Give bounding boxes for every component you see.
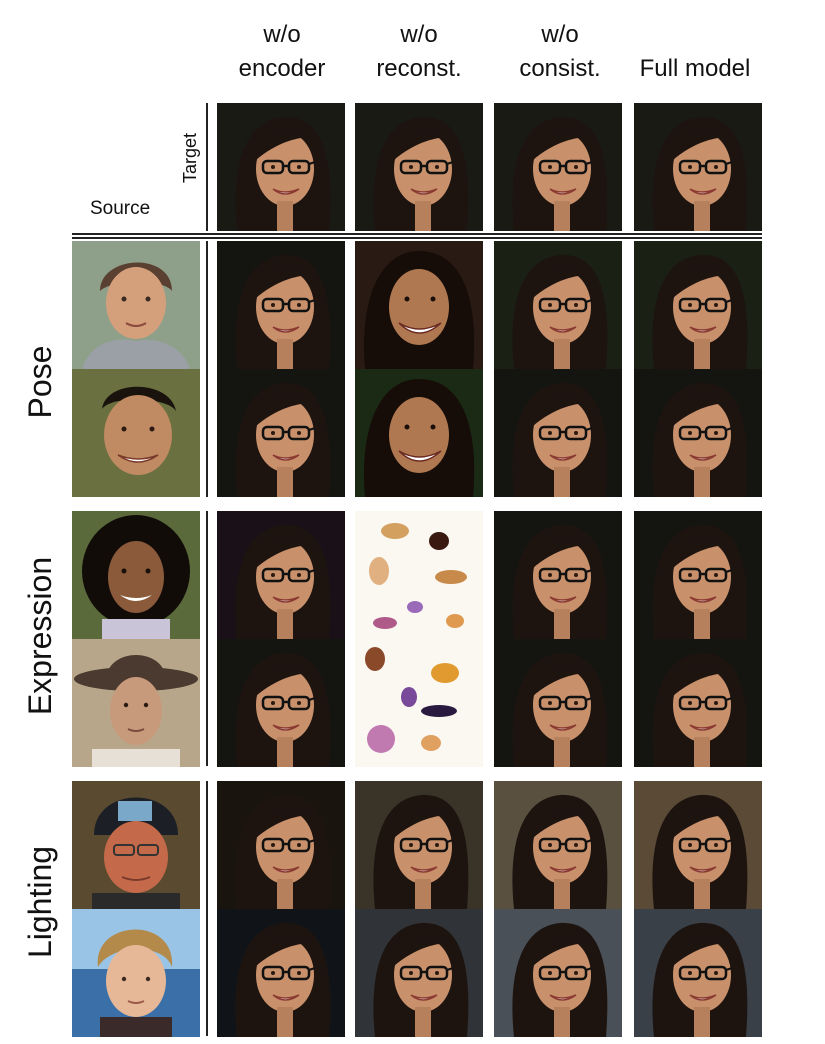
source-image-pose-1 [72, 241, 200, 369]
target-image-full-model [634, 103, 762, 231]
result-image-lighting-2-full-model [634, 909, 762, 1037]
column-header-full-model: Full model [625, 18, 765, 86]
result-image-expression-2-wo-encoder [217, 639, 345, 767]
row-label-expression: Expression [22, 556, 58, 716]
result-image-pose-1-wo-reconst [355, 241, 483, 369]
column-header-line1 [625, 18, 765, 52]
divider-vertical-target [206, 103, 208, 231]
result-image-lighting-2-wo-consist [494, 909, 622, 1037]
result-image-expression-2-wo-consist [494, 639, 622, 767]
result-image-pose-2-wo-reconst [355, 369, 483, 497]
result-image-pose-2-wo-consist [494, 369, 622, 497]
result-image-expression-2-wo-reconst [355, 639, 483, 767]
column-header-wo-encoder: w/o encoder [212, 18, 352, 86]
target-image-wo-reconst [355, 103, 483, 231]
column-header-line2: reconst. [376, 55, 462, 82]
result-image-lighting-2-wo-reconst [355, 909, 483, 1037]
result-image-pose-1-full-model [634, 241, 762, 369]
row-label-pose: Pose [22, 345, 58, 419]
result-image-expression-2-full-model [634, 639, 762, 767]
source-image-lighting-2 [72, 909, 200, 1037]
source-image-expression-1 [72, 511, 200, 639]
column-header-line1: w/o [541, 21, 579, 48]
divider-horizontal-2 [72, 237, 762, 239]
column-header-line2: consist. [519, 55, 601, 82]
column-header-wo-consist: w/o consist. [490, 18, 630, 86]
result-image-lighting-1-wo-encoder [217, 781, 345, 909]
target-label: Target [180, 132, 200, 184]
source-image-lighting-1 [72, 781, 200, 909]
row-label-lighting: Lighting [22, 845, 58, 959]
divider-vertical-expression [206, 511, 208, 766]
column-header-line1: w/o [400, 21, 438, 48]
target-image-wo-encoder [217, 103, 345, 231]
result-image-expression-1-wo-reconst [355, 511, 483, 639]
result-image-expression-1-full-model [634, 511, 762, 639]
column-header-wo-reconst: w/o reconst. [349, 18, 489, 86]
column-header-line2: encoder [238, 55, 326, 82]
source-label: Source [90, 198, 151, 219]
column-header-line1: w/o [263, 21, 301, 48]
result-image-pose-2-full-model [634, 369, 762, 497]
result-image-expression-1-wo-consist [494, 511, 622, 639]
source-image-expression-2 [72, 639, 200, 767]
column-header-line2: Full model [639, 55, 751, 82]
divider-horizontal-1 [72, 233, 762, 235]
divider-vertical-pose [206, 241, 208, 497]
result-image-lighting-1-wo-reconst [355, 781, 483, 909]
result-image-pose-1-wo-consist [494, 241, 622, 369]
result-image-pose-1-wo-encoder [217, 241, 345, 369]
target-image-wo-consist [494, 103, 622, 231]
divider-vertical-lighting [206, 781, 208, 1036]
source-image-pose-2 [72, 369, 200, 497]
result-image-pose-2-wo-encoder [217, 369, 345, 497]
result-image-lighting-1-full-model [634, 781, 762, 909]
result-image-lighting-1-wo-consist [494, 781, 622, 909]
result-image-lighting-2-wo-encoder [217, 909, 345, 1037]
result-image-expression-1-wo-encoder [217, 511, 345, 639]
